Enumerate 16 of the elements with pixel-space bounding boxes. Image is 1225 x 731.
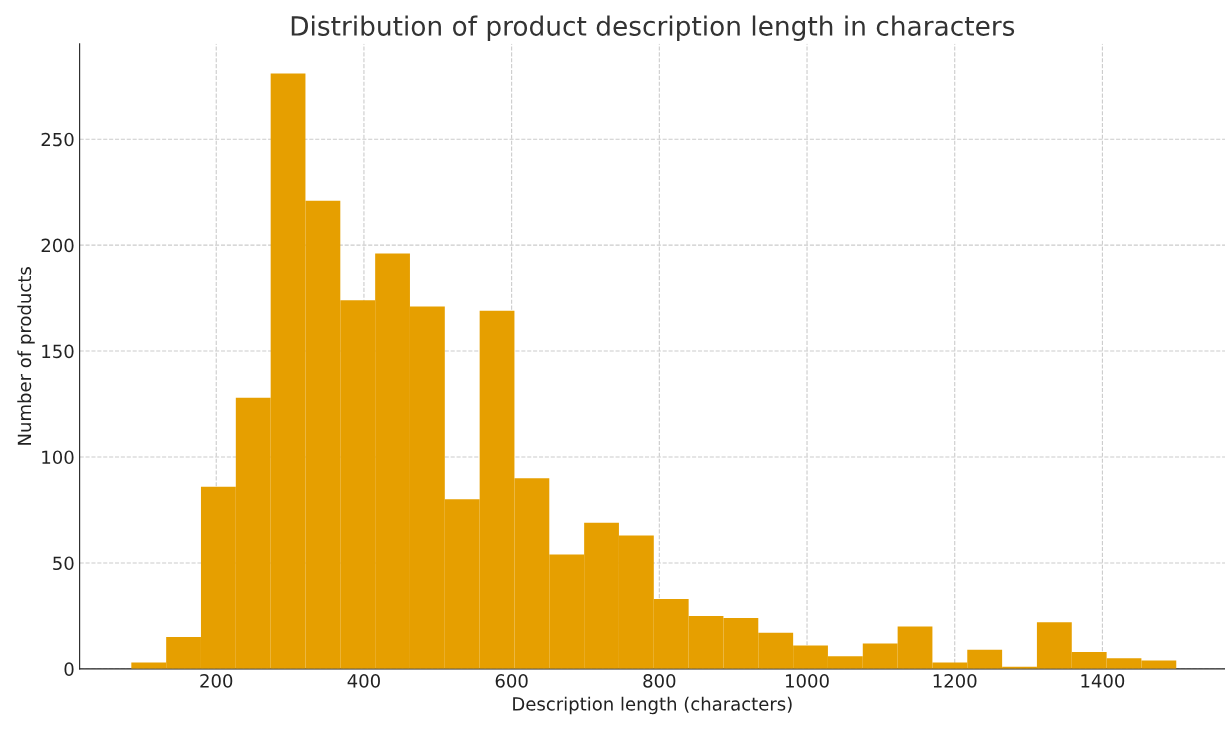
y-axis-title: Number of products <box>17 267 35 445</box>
y-tick-label: 100 <box>42 450 74 465</box>
x-tick-label: 200 <box>200 674 233 688</box>
x-axis-title: Description length (characters) <box>513 696 792 715</box>
x-tick-label: 1200 <box>933 674 977 688</box>
x-tick-label: 800 <box>643 674 676 688</box>
y-tick-label: 0 <box>64 662 74 676</box>
y-tick-label: 50 <box>53 556 74 571</box>
y-tick-label: 200 <box>41 238 74 253</box>
y-tick-label: 150 <box>42 344 74 359</box>
x-tick-label: 600 <box>495 674 528 688</box>
x-tick-label: 400 <box>347 674 380 688</box>
x-tick-label: 1400 <box>1081 674 1125 688</box>
x-tick-label: 1000 <box>786 674 829 688</box>
chart-title: Distribution of product description length in characters <box>291 15 1015 42</box>
y-tick-label: 250 <box>41 132 74 147</box>
